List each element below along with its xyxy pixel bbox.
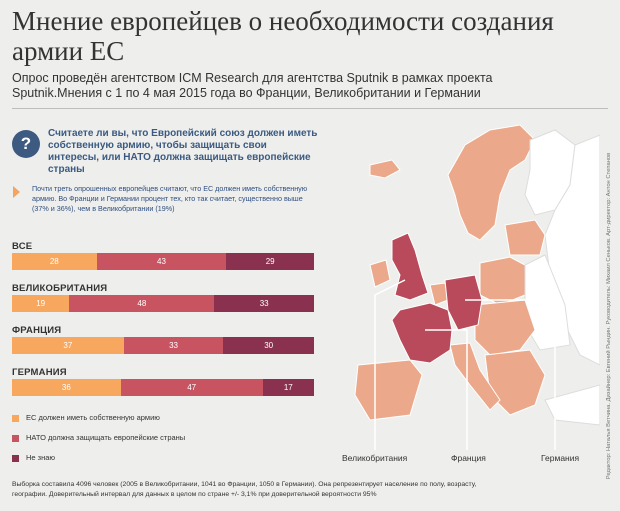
europe-map bbox=[330, 115, 601, 455]
bar-row: 36 47 17 bbox=[12, 379, 314, 396]
legend-swatch bbox=[12, 415, 19, 422]
legend-label: Не знаю bbox=[26, 453, 56, 462]
bar-label: ВЕЛИКОБРИТАНИЯ bbox=[12, 283, 108, 294]
page-subtitle: Опрос проведён агентством ICM Research д… bbox=[12, 71, 493, 100]
legend-label: НАТО должна защищать европейские страны bbox=[26, 433, 186, 442]
legend-swatch bbox=[12, 455, 19, 462]
bar-segment: 36 bbox=[12, 379, 121, 396]
map-uk bbox=[391, 232, 429, 301]
bar-row: 28 43 29 bbox=[12, 253, 314, 270]
bar-segment: 48 bbox=[69, 295, 215, 312]
map-label-germany: Германия bbox=[541, 453, 580, 463]
bar-segment: 37 bbox=[12, 337, 124, 354]
map-germany bbox=[444, 274, 483, 331]
bar-label: ВСЕ bbox=[12, 241, 33, 252]
footnote: Выборка составила 4096 человек (2005 в В… bbox=[12, 481, 477, 498]
map-baltics bbox=[504, 219, 546, 256]
bar-segment: 28 bbox=[12, 253, 97, 270]
bar-segment: 47 bbox=[120, 379, 263, 396]
map-leaders bbox=[374, 279, 556, 450]
divider bbox=[12, 108, 608, 109]
question-icon: ? bbox=[12, 130, 40, 158]
map-poland bbox=[479, 256, 526, 306]
bar-row: 37 33 30 bbox=[12, 337, 314, 354]
map-scandinavia bbox=[447, 124, 536, 241]
map-italy bbox=[449, 342, 501, 411]
bar-segment: 30 bbox=[223, 337, 314, 354]
bar-segment: 17 bbox=[262, 379, 314, 396]
map-iceland bbox=[369, 159, 401, 179]
credit-line: Редактор: Наталья Ветчина. Дизайнер: Евг… bbox=[606, 152, 612, 480]
map-label-uk: Великобритания bbox=[342, 453, 408, 463]
bar-row: 19 48 33 bbox=[12, 295, 314, 312]
bar-label: ФРАНЦИЯ bbox=[12, 325, 62, 336]
map-central bbox=[474, 299, 536, 356]
note-text: Почти треть опрошенных европейцев считаю… bbox=[32, 184, 308, 213]
bar-label: ГЕРМАНИЯ bbox=[12, 367, 67, 378]
map-label-france: Франция bbox=[451, 453, 486, 463]
map-highlighted-countries bbox=[391, 232, 483, 364]
bar-segment: 29 bbox=[226, 253, 314, 270]
map-ireland bbox=[369, 259, 391, 288]
legend-swatch bbox=[12, 435, 19, 442]
note-arrow-icon bbox=[13, 186, 20, 198]
map-turkey bbox=[544, 384, 601, 426]
page-title: Мнение европейцев о необходимости создан… bbox=[12, 6, 554, 66]
question-text: Считаете ли вы, что Европейский союз дол… bbox=[48, 128, 318, 175]
bar-segment: 33 bbox=[123, 337, 224, 354]
bar-segment: 19 bbox=[12, 295, 70, 312]
bar-segment: 33 bbox=[214, 295, 314, 312]
bar-segment: 43 bbox=[96, 253, 227, 270]
map-iberia bbox=[354, 359, 423, 421]
map-france bbox=[391, 302, 453, 364]
legend-label: ЕС должен иметь собственную армию bbox=[26, 413, 160, 422]
map-other-countries bbox=[354, 124, 601, 426]
